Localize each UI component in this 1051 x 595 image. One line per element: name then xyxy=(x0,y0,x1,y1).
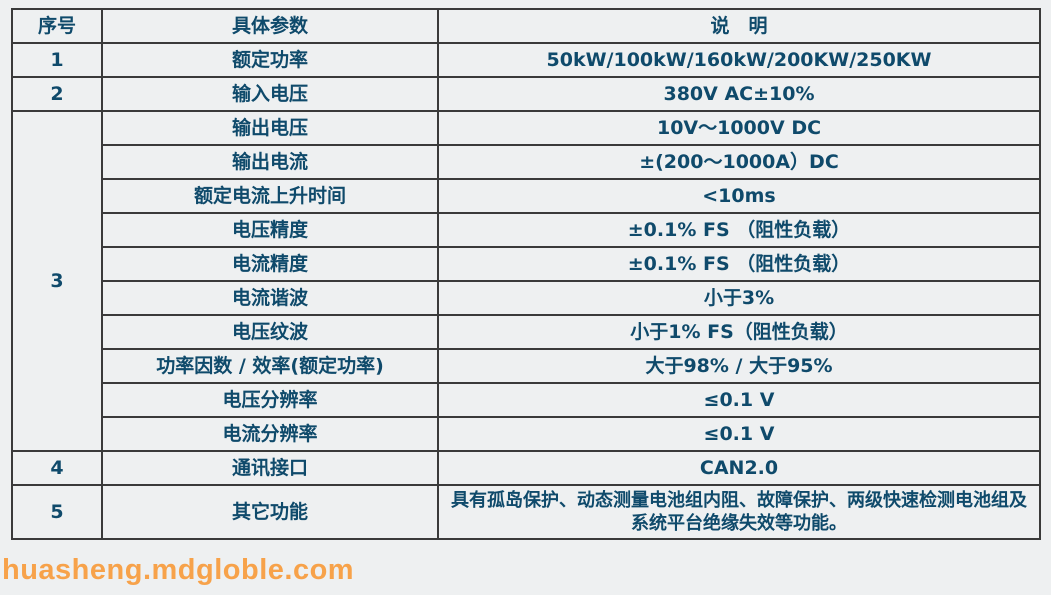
row-desc: ±0.1% FS （阻性负载） xyxy=(437,212,1041,248)
row-param: 额定功率 xyxy=(101,42,439,78)
table-row: 2 输入电压 380V AC±10% xyxy=(11,76,1041,112)
row-no: 3 xyxy=(11,110,103,452)
row-desc: 小于3% xyxy=(437,280,1041,316)
row-param: 额定电流上升时间 xyxy=(101,178,439,214)
header-desc: 说 明 xyxy=(437,8,1041,44)
header-param: 具体参数 xyxy=(101,8,439,44)
row-param: 电流谐波 xyxy=(101,280,439,316)
row-no: 1 xyxy=(11,42,103,78)
table-row: 电压精度 ±0.1% FS （阻性负载） xyxy=(12,212,1041,248)
table-row: 电压分辨率 ≤0.1 V xyxy=(12,382,1041,418)
table-row: 电压纹波 小于1% FS（阻性负载） xyxy=(12,314,1041,350)
row-param: 输入电压 xyxy=(101,76,439,112)
table-row: 1 额定功率 50kW/100kW/160kW/200KW/250KW xyxy=(11,42,1041,78)
table-row: 功率因数 / 效率(额定功率) 大于98% / 大于95% xyxy=(12,348,1041,384)
row-param: 电压纹波 xyxy=(101,314,439,350)
table-row: 3 输出电压 10V～1000V DC xyxy=(11,110,1041,452)
row-desc: ≤0.1 V xyxy=(437,416,1041,452)
table-row: 4 通讯接口 CAN2.0 xyxy=(11,450,1041,486)
row-no: 5 xyxy=(11,484,103,540)
row-desc: ±0.1% FS （阻性负载） xyxy=(437,246,1041,282)
row-param: 电流分辨率 xyxy=(101,416,439,452)
table-row: 电流分辨率 ≤0.1 V xyxy=(12,416,1041,452)
row-desc: <10ms xyxy=(437,178,1041,214)
row-no: 2 xyxy=(11,76,103,112)
row-param: 输出电流 xyxy=(101,144,439,180)
row-param: 电压分辨率 xyxy=(101,382,439,418)
spec-table: 序号 具体参数 说 明 1 额定功率 50kW/100kW/160kW/200KW/… xyxy=(11,8,1041,540)
row-desc: 大于98% / 大于95% xyxy=(437,348,1041,384)
row-desc: CAN2.0 xyxy=(437,450,1041,486)
row-param: 其它功能 xyxy=(101,484,439,540)
row-param: 电流精度 xyxy=(101,246,439,282)
header-no: 序号 xyxy=(11,8,103,44)
table-row: 电流谐波 小于3% xyxy=(12,280,1041,316)
table-row: 输出电流 ±(200～1000A）DC xyxy=(12,144,1041,180)
row-desc: 10V～1000V DC xyxy=(437,110,1041,146)
row-desc: 小于1% FS（阻性负载） xyxy=(437,314,1041,350)
row-no: 4 xyxy=(11,450,103,486)
row-desc: ±(200～1000A）DC xyxy=(437,144,1041,180)
row-desc: 380V AC±10% xyxy=(437,76,1041,112)
row-param: 功率因数 / 效率(额定功率) xyxy=(101,348,439,384)
row-param: 通讯接口 xyxy=(101,450,439,486)
row-param: 输出电压 xyxy=(101,110,439,146)
row-desc: ≤0.1 V xyxy=(437,382,1041,418)
header-row: 序号 具体参数 说 明 xyxy=(11,8,1041,44)
watermark: huasheng.mdgloble.com xyxy=(2,554,355,586)
row-desc: 50kW/100kW/160kW/200KW/250KW xyxy=(437,42,1041,78)
row-desc: 具有孤岛保护、动态测量电池组内阻、故障保护、两级快速检测电池组及系统平台绝缘失效… xyxy=(437,484,1041,540)
row-param: 电压精度 xyxy=(101,212,439,248)
table-row: 额定电流上升时间 <10ms xyxy=(12,178,1041,214)
table-row: 5 其它功能 具有孤岛保护、动态测量电池组内阻、故障保护、两级快速检测电池组及系统平… xyxy=(11,484,1041,540)
table-row: 电流精度 ±0.1% FS （阻性负载） xyxy=(12,246,1041,282)
